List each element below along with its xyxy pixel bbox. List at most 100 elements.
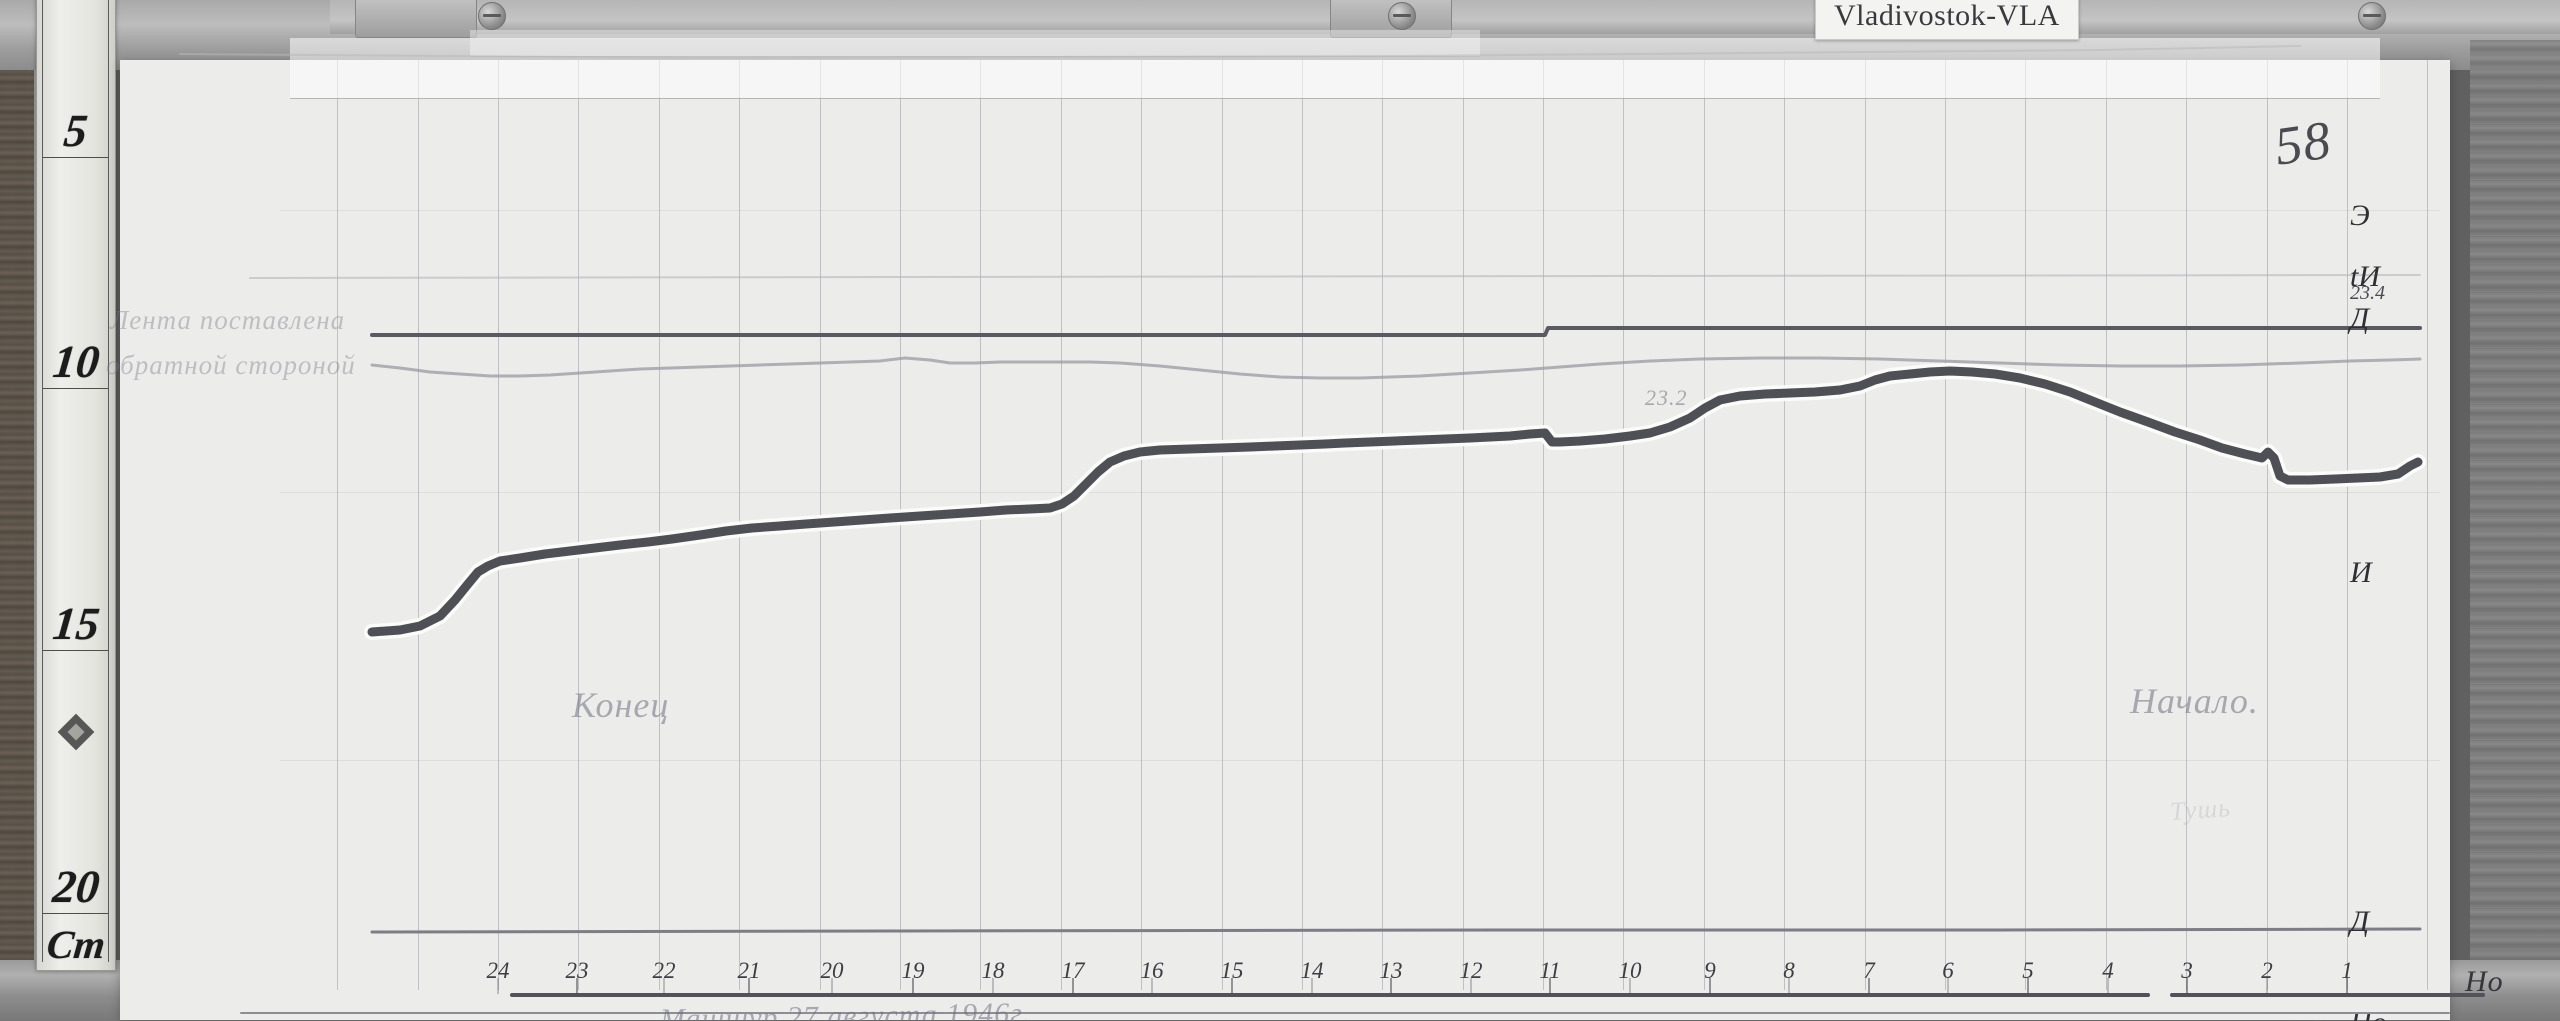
time-tick-9: 9 bbox=[1704, 958, 1716, 983]
time-tick-17: 17 bbox=[1061, 958, 1085, 983]
time-tick-mark bbox=[2107, 978, 2109, 994]
time-axis-rule-right bbox=[2170, 993, 2485, 997]
time-tick-mark bbox=[497, 978, 499, 994]
grid-line-vertical bbox=[2105, 60, 2107, 990]
time-tick-5: 5 bbox=[2022, 958, 2034, 983]
time-tick-mark bbox=[748, 978, 750, 994]
grid-line-vertical bbox=[1945, 60, 1947, 990]
grid-line-vertical bbox=[2427, 60, 2429, 990]
time-axis-rule-left bbox=[510, 993, 2150, 997]
time-tick-12: 12 bbox=[1459, 958, 1483, 983]
grid-line-vertical bbox=[2347, 60, 2348, 990]
time-tick-mark bbox=[912, 978, 914, 994]
grid-line-vertical bbox=[1623, 60, 1625, 990]
time-tick-mark bbox=[576, 978, 578, 994]
grid-line-vertical bbox=[1221, 60, 1223, 990]
time-tick-mark bbox=[1549, 978, 1551, 994]
time-tick-13: 13 bbox=[1379, 958, 1403, 983]
grid-line-vertical bbox=[337, 60, 339, 990]
grid-line-vertical bbox=[1703, 60, 1705, 990]
wood-edge-left bbox=[0, 0, 34, 1021]
grid-line-vertical bbox=[2186, 60, 2188, 990]
time-tick-7: 7 bbox=[1863, 958, 1875, 983]
time-tick-mark bbox=[992, 978, 994, 994]
label-start: Начало. bbox=[2130, 681, 2259, 721]
grid-line-vertical bbox=[2025, 60, 2027, 990]
ruler-unit-label: Cm bbox=[44, 922, 107, 967]
time-tick-6: 6 bbox=[1942, 958, 1954, 983]
time-tick-mark bbox=[2266, 978, 2268, 994]
station-label: Vladivostok-VLA bbox=[1815, 0, 2079, 40]
time-tick-18: 18 bbox=[981, 958, 1005, 983]
screw-left[interactable] bbox=[478, 2, 506, 30]
wood-edge-right bbox=[2470, 40, 2560, 960]
grid-line-vertical bbox=[1141, 60, 1143, 990]
chart-paper: 58 Лента поставлена обратной стороной Ко… bbox=[106, 30, 2503, 1021]
grid-line-vertical bbox=[1864, 60, 1866, 990]
sheet-number: 58 bbox=[2271, 109, 2335, 177]
time-tick-mark bbox=[1947, 978, 1949, 994]
grid-line-horizontal bbox=[280, 210, 2440, 211]
ruler-label-15: 15 bbox=[50, 598, 102, 649]
ruler-cell-10: 10 bbox=[43, 157, 108, 389]
time-tick-11: 11 bbox=[1539, 958, 1561, 983]
trace-label-trace-i: И bbox=[2350, 556, 2372, 589]
time-tick-21: 21 bbox=[737, 958, 761, 983]
grid-line-vertical bbox=[1543, 60, 1545, 990]
grid-line-vertical bbox=[2266, 60, 2268, 990]
ruler-cell-5: 5 bbox=[43, 0, 108, 158]
grid-line-vertical bbox=[417, 60, 419, 990]
sheet-note-line-2: обратной стороной bbox=[106, 350, 356, 380]
time-tick-20: 20 bbox=[820, 958, 844, 983]
trace-Э bbox=[249, 274, 2421, 279]
time-tick-15: 15 bbox=[1220, 958, 1244, 983]
grid-line-horizontal bbox=[280, 760, 2440, 761]
grid-line-vertical bbox=[498, 60, 499, 990]
time-tick-mark bbox=[1868, 978, 1870, 994]
time-tick-mark bbox=[1788, 978, 1790, 994]
grid-line-vertical bbox=[1462, 60, 1464, 990]
ruler-cell-20: 20 bbox=[43, 650, 108, 914]
time-tick-3: 3 bbox=[2181, 958, 2193, 983]
screw-center[interactable] bbox=[1388, 2, 1416, 30]
time-tick-mark bbox=[1311, 978, 1313, 994]
label-end: Конец bbox=[572, 685, 670, 725]
tape-strip-top-overlap bbox=[470, 30, 1480, 57]
tape-strip-top bbox=[290, 38, 2380, 99]
ruler-label-20: 20 bbox=[50, 861, 102, 912]
measuring-ruler: 5 10 15 20 Cm bbox=[36, 0, 116, 971]
grid-line-vertical bbox=[1060, 60, 1062, 990]
label-smudge: Тушь bbox=[2169, 792, 2232, 827]
ruler-cell-unit: Cm bbox=[43, 913, 108, 968]
ruler-scale: 5 10 15 20 Cm bbox=[42, 0, 109, 967]
time-tick-mark bbox=[831, 978, 833, 994]
trace-label-trace-d-bot: Д bbox=[2350, 905, 2370, 938]
time-tick-10: 10 bbox=[1618, 958, 1642, 983]
baseline-value-annotation: 23.2 bbox=[1645, 385, 1688, 410]
sheet-note-line-1: Лента поставлена bbox=[110, 305, 346, 335]
time-tick-mark bbox=[2186, 978, 2188, 994]
grid-line-vertical bbox=[1382, 60, 1384, 990]
time-tick-mark bbox=[1231, 978, 1233, 994]
time-tick-16: 16 bbox=[1140, 958, 1164, 983]
grid-line-vertical bbox=[658, 60, 660, 990]
axis-end-label: Но bbox=[2465, 965, 2504, 998]
trace-Д bbox=[370, 356, 2422, 380]
grid-line-vertical bbox=[1784, 60, 1786, 990]
time-tick-mark bbox=[1072, 978, 1074, 994]
screw-right[interactable] bbox=[2358, 2, 2386, 30]
station-label-text: Vladivostok-VLA bbox=[1834, 0, 2060, 32]
time-tick-24: 24 bbox=[486, 958, 510, 983]
trace-И bbox=[367, 366, 2423, 637]
time-tick-mark bbox=[1390, 978, 1392, 994]
trace-tИ bbox=[370, 326, 2422, 337]
time-tick-22: 22 bbox=[652, 958, 676, 983]
grid-line-vertical bbox=[578, 60, 580, 990]
trace-label-trace-e: Э bbox=[2350, 199, 2370, 232]
time-tick-mark bbox=[1151, 978, 1153, 994]
corner-code: 0-5 bbox=[2290, 1015, 2322, 1021]
grid-line-vertical bbox=[980, 60, 982, 990]
time-tick-1: 1 bbox=[2341, 958, 2353, 983]
recorder-traces bbox=[179, 45, 2426, 934]
ruler-label-10: 10 bbox=[50, 336, 102, 387]
